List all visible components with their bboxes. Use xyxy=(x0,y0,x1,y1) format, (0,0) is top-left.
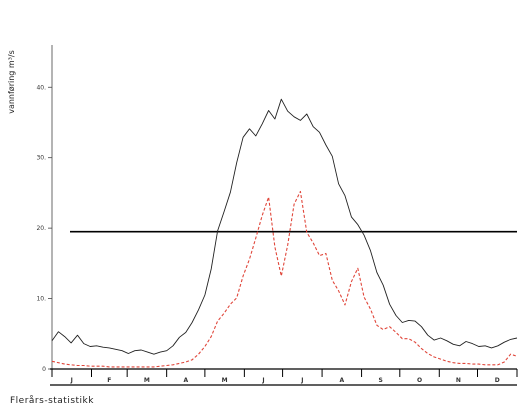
x-tick-label: N xyxy=(456,377,461,384)
x-tick-label: F xyxy=(107,377,111,384)
solid-series-line xyxy=(51,98,518,355)
dashed-series-line xyxy=(51,190,518,368)
axis-layer: 0 10. 20. 30. 40. J F M A M J J A S O N D xyxy=(36,45,518,386)
chart-caption: Flerårs-statistikk xyxy=(10,395,94,406)
y-tick-label: 20. xyxy=(36,225,46,232)
y-tick-label: 10. xyxy=(36,296,46,303)
y-tick-label: 40. xyxy=(36,84,46,91)
y-tick-label: 30. xyxy=(36,155,46,162)
x-tick-label: D xyxy=(495,377,500,384)
x-tick-label: J xyxy=(261,377,264,384)
x-tick-label: M xyxy=(144,377,150,384)
x-tick-label: S xyxy=(379,377,383,384)
x-tick-label: O xyxy=(417,377,422,384)
x-tick-label: J xyxy=(300,377,303,384)
series-layer xyxy=(51,98,518,368)
x-tick-label: A xyxy=(340,377,345,384)
y-tick-label: 0 xyxy=(42,366,46,373)
x-tick-label: M xyxy=(222,377,228,384)
y-axis-title: vannføring m³/s xyxy=(7,50,16,114)
x-tick-label: A xyxy=(183,377,188,384)
x-tick-label: J xyxy=(70,377,73,384)
